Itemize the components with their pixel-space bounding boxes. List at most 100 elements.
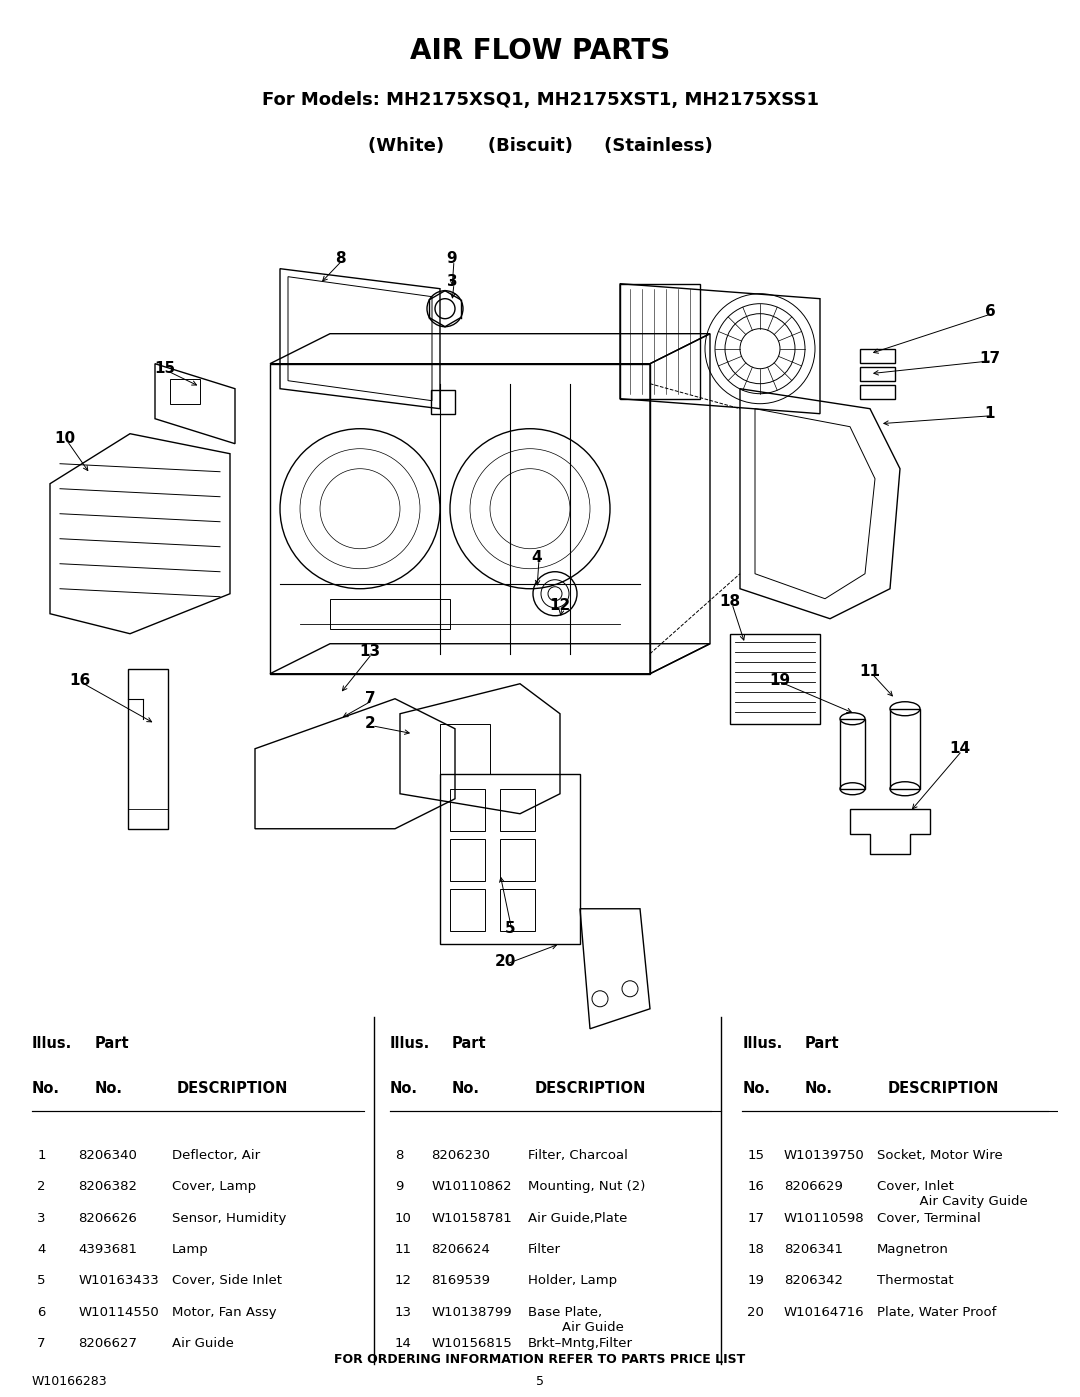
Text: 8206624: 8206624 — [431, 1243, 490, 1256]
Bar — [170, 379, 200, 404]
Bar — [860, 349, 895, 363]
Text: Part: Part — [805, 1037, 839, 1051]
Text: 6: 6 — [985, 305, 996, 319]
Text: W10166283: W10166283 — [32, 1376, 108, 1389]
Text: 3: 3 — [37, 1211, 45, 1225]
Bar — [500, 838, 535, 880]
Text: No.: No. — [32, 1081, 60, 1097]
Text: DESCRIPTION: DESCRIPTION — [177, 1081, 288, 1097]
Text: No.: No. — [451, 1081, 480, 1097]
Bar — [730, 634, 820, 724]
Text: Illus.: Illus. — [32, 1037, 72, 1051]
Text: No.: No. — [805, 1081, 833, 1097]
Text: 7: 7 — [37, 1337, 45, 1350]
Text: 8: 8 — [395, 1150, 403, 1162]
Text: 5: 5 — [536, 1376, 544, 1389]
Text: 12: 12 — [550, 598, 570, 613]
Bar — [620, 284, 700, 398]
Text: Filter, Charcoal: Filter, Charcoal — [527, 1150, 627, 1162]
Text: 8206626: 8206626 — [79, 1211, 137, 1225]
Text: 13: 13 — [395, 1306, 411, 1319]
Bar — [450, 838, 485, 880]
Text: Illus.: Illus. — [390, 1037, 430, 1051]
Text: 20: 20 — [495, 954, 515, 970]
Text: Thermostat: Thermostat — [877, 1274, 954, 1288]
Text: 8206341: 8206341 — [784, 1243, 842, 1256]
Text: Magnetron: Magnetron — [877, 1243, 949, 1256]
Text: 13: 13 — [360, 644, 380, 659]
Text: Holder, Lamp: Holder, Lamp — [527, 1274, 617, 1288]
Text: 18: 18 — [747, 1243, 765, 1256]
Bar — [440, 724, 490, 774]
Text: 2: 2 — [37, 1180, 45, 1193]
Text: 20: 20 — [747, 1306, 765, 1319]
Text: 4: 4 — [37, 1243, 45, 1256]
Text: 19: 19 — [769, 673, 791, 689]
Bar — [500, 888, 535, 930]
Bar — [431, 390, 455, 414]
Text: Brkt–Mntg,Filter: Brkt–Mntg,Filter — [527, 1337, 633, 1350]
Text: FOR ORDERING INFORMATION REFER TO PARTS PRICE LIST: FOR ORDERING INFORMATION REFER TO PARTS … — [335, 1352, 745, 1366]
Text: 6: 6 — [37, 1306, 45, 1319]
Text: 8206629: 8206629 — [784, 1180, 842, 1193]
Text: W10114550: W10114550 — [79, 1306, 160, 1319]
Text: Socket, Motor Wire: Socket, Motor Wire — [877, 1150, 1002, 1162]
Text: Air Guide,Plate: Air Guide,Plate — [527, 1211, 626, 1225]
Text: W10138799: W10138799 — [431, 1306, 512, 1319]
Bar — [860, 384, 895, 398]
Text: 5: 5 — [37, 1274, 45, 1288]
Text: Illus.: Illus. — [742, 1037, 782, 1051]
Text: 15: 15 — [154, 362, 176, 376]
Text: No.: No. — [390, 1081, 418, 1097]
Text: 14: 14 — [949, 742, 971, 756]
Text: Plate, Water Proof: Plate, Water Proof — [877, 1306, 997, 1319]
Text: Sensor, Humidity: Sensor, Humidity — [172, 1211, 286, 1225]
Text: 17: 17 — [980, 351, 1000, 366]
Text: 4: 4 — [531, 550, 542, 566]
Text: 11: 11 — [860, 664, 880, 679]
Text: W10110598: W10110598 — [784, 1211, 864, 1225]
Text: Motor, Fan Assy: Motor, Fan Assy — [172, 1306, 276, 1319]
Text: 8206340: 8206340 — [79, 1150, 137, 1162]
Text: 8169539: 8169539 — [431, 1274, 490, 1288]
Text: DESCRIPTION: DESCRIPTION — [888, 1081, 999, 1097]
Text: Part: Part — [451, 1037, 486, 1051]
Bar — [450, 789, 485, 831]
Text: Cover, Terminal: Cover, Terminal — [877, 1211, 981, 1225]
Bar — [500, 789, 535, 831]
Text: Cover, Inlet
          Air Cavity Guide: Cover, Inlet Air Cavity Guide — [877, 1180, 1028, 1208]
Text: W10163433: W10163433 — [79, 1274, 160, 1288]
Text: 14: 14 — [395, 1337, 411, 1350]
Text: Deflector, Air: Deflector, Air — [172, 1150, 260, 1162]
Bar — [840, 718, 865, 789]
Text: 19: 19 — [747, 1274, 765, 1288]
Bar — [330, 599, 450, 629]
Text: No.: No. — [94, 1081, 122, 1097]
Text: Base Plate,
        Air Guide: Base Plate, Air Guide — [527, 1306, 623, 1334]
Text: Filter: Filter — [527, 1243, 561, 1256]
Text: 8206627: 8206627 — [79, 1337, 137, 1350]
Text: W10110862: W10110862 — [431, 1180, 512, 1193]
Text: 12: 12 — [395, 1274, 411, 1288]
Text: 8206342: 8206342 — [784, 1274, 842, 1288]
Text: 3: 3 — [447, 274, 457, 289]
Text: For Models: MH2175XSQ1, MH2175XST1, MH2175XSS1: For Models: MH2175XSQ1, MH2175XST1, MH21… — [261, 91, 819, 109]
Text: W10156815: W10156815 — [431, 1337, 512, 1350]
Text: W10164716: W10164716 — [784, 1306, 864, 1319]
Text: 5: 5 — [504, 921, 515, 936]
Text: 8206230: 8206230 — [431, 1150, 490, 1162]
Text: AIR FLOW PARTS: AIR FLOW PARTS — [410, 36, 670, 64]
Text: 9: 9 — [395, 1180, 403, 1193]
Text: No.: No. — [742, 1081, 770, 1097]
Text: 10: 10 — [54, 432, 76, 446]
Text: Cover, Lamp: Cover, Lamp — [172, 1180, 256, 1193]
Bar — [890, 708, 920, 789]
Text: 8: 8 — [335, 251, 346, 267]
Text: (White)       (Biscuit)     (Stainless): (White) (Biscuit) (Stainless) — [367, 137, 713, 155]
Text: 8206382: 8206382 — [79, 1180, 137, 1193]
Text: Part: Part — [94, 1037, 129, 1051]
Text: 7: 7 — [365, 692, 376, 707]
Text: DESCRIPTION: DESCRIPTION — [535, 1081, 646, 1097]
Text: 18: 18 — [719, 594, 741, 609]
Text: 4393681: 4393681 — [79, 1243, 137, 1256]
